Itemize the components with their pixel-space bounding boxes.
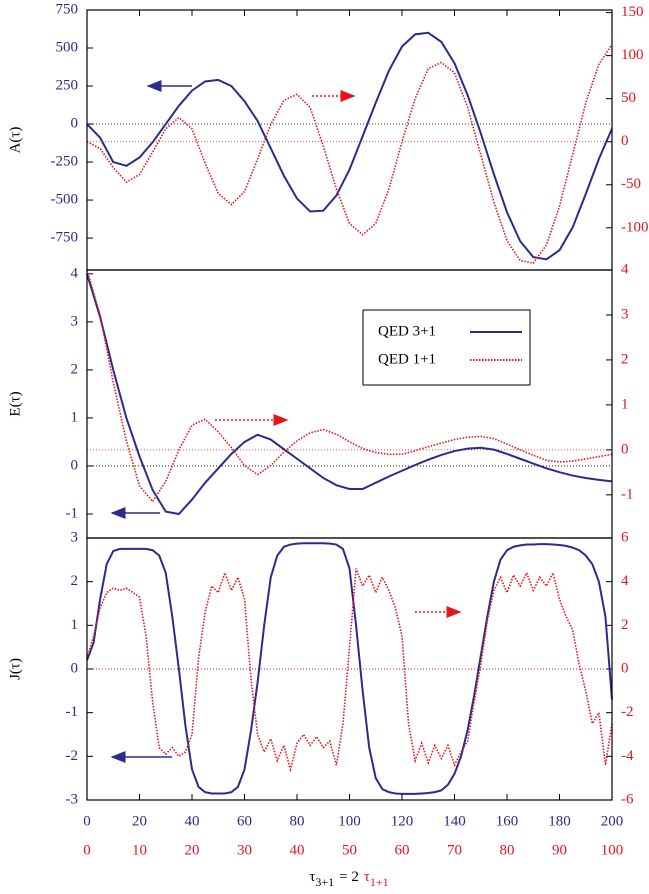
x-tick-label: 140 bbox=[443, 813, 466, 829]
y2-tick-label: 2 bbox=[621, 351, 629, 367]
y-tick-label: -1 bbox=[66, 704, 79, 720]
x-tick-label: 0 bbox=[83, 813, 91, 829]
y2-tick-label: 1 bbox=[621, 396, 629, 412]
y-axis-label: E(τ) bbox=[7, 391, 23, 416]
y-tick-label: 1 bbox=[71, 617, 79, 633]
x-tick-label: 20 bbox=[132, 813, 147, 829]
y2-tick-label: 2 bbox=[621, 617, 629, 633]
y2-tick-label: 4 bbox=[621, 261, 629, 277]
y2-tick-label: 0 bbox=[621, 133, 629, 149]
y2-tick-label: 100 bbox=[621, 47, 644, 63]
y-tick-label: -1 bbox=[66, 505, 79, 521]
y-tick-label: 0 bbox=[71, 457, 79, 473]
panel-frame bbox=[86, 9, 613, 271]
x2-tick-label: 0 bbox=[83, 842, 91, 858]
y-tick-label: 0 bbox=[71, 115, 79, 131]
y2-tick-label: 4 bbox=[621, 573, 629, 589]
x-tick-label: 80 bbox=[290, 813, 305, 829]
y-tick-label: -2 bbox=[66, 748, 79, 764]
y-axis-label: J(τ) bbox=[7, 658, 23, 680]
data-line bbox=[86, 31, 613, 261]
y-tick-label: 2 bbox=[71, 573, 79, 589]
x2-tick-label: 30 bbox=[237, 842, 252, 858]
y-axis-label: A(τ) bbox=[7, 127, 23, 154]
x-label-main: τ bbox=[309, 869, 315, 885]
y-tick-label: 2 bbox=[71, 361, 79, 377]
x-tick-label: 160 bbox=[496, 813, 519, 829]
legend-label: QED 3+1 bbox=[378, 323, 436, 339]
x2-tick-label: 70 bbox=[447, 842, 462, 858]
data-line bbox=[86, 273, 613, 516]
y2-tick-label: -1 bbox=[621, 486, 634, 502]
x-tick-label: 40 bbox=[185, 813, 200, 829]
y2-tick-label: 3 bbox=[621, 306, 629, 322]
x-label-main-sub: 3+1 bbox=[315, 875, 334, 889]
x-label-twin: τ bbox=[364, 869, 370, 885]
x2-tick-label: 50 bbox=[342, 842, 357, 858]
y-tick-label: -750 bbox=[51, 230, 79, 246]
x-tick-label: 180 bbox=[548, 813, 571, 829]
y-tick-label: 750 bbox=[56, 1, 79, 17]
y2-tick-label: 6 bbox=[621, 529, 629, 545]
x2-tick-label: 60 bbox=[395, 842, 410, 858]
x-tick-label: 120 bbox=[391, 813, 414, 829]
y-tick-label: 500 bbox=[56, 39, 79, 55]
y2-tick-label: 150 bbox=[621, 4, 644, 20]
data-line bbox=[86, 542, 613, 795]
legend-label: QED 1+1 bbox=[378, 351, 436, 367]
y-tick-label: 0 bbox=[71, 660, 79, 676]
y2-tick-label: -4 bbox=[621, 748, 634, 764]
data-line bbox=[86, 43, 613, 264]
x2-tick-label: 40 bbox=[290, 842, 305, 858]
y-tick-label: 3 bbox=[71, 313, 79, 329]
y-tick-label: 1 bbox=[71, 409, 79, 425]
x-label-link: = 2 bbox=[339, 869, 359, 885]
x-axis-label: τ3+1 = 2 τ1+1 bbox=[309, 869, 388, 888]
y-tick-label: 4 bbox=[71, 265, 79, 281]
data-line bbox=[86, 269, 613, 503]
x2-tick-label: 20 bbox=[185, 842, 200, 858]
y2-tick-label: -50 bbox=[621, 176, 641, 192]
x-tick-label: 100 bbox=[338, 813, 361, 829]
y-tick-label: -500 bbox=[51, 191, 79, 207]
panel-frame bbox=[86, 269, 613, 539]
x-tick-label: 60 bbox=[237, 813, 252, 829]
x2-tick-label: 100 bbox=[601, 842, 624, 858]
y-tick-label: -3 bbox=[66, 791, 79, 807]
x2-tick-label: 10 bbox=[132, 842, 147, 858]
y2-tick-label: -100 bbox=[621, 219, 649, 235]
legend-box bbox=[362, 309, 531, 386]
x2-tick-label: 90 bbox=[552, 842, 567, 858]
y2-tick-label: 0 bbox=[621, 441, 629, 457]
y2-tick-label: -2 bbox=[621, 704, 634, 720]
x2-tick-label: 80 bbox=[500, 842, 515, 858]
y-tick-label: -250 bbox=[51, 153, 79, 169]
y2-tick-label: -6 bbox=[621, 791, 634, 807]
y2-tick-label: 50 bbox=[621, 90, 636, 106]
x-tick-label: 200 bbox=[601, 813, 624, 829]
y2-tick-label: 0 bbox=[621, 660, 629, 676]
y-tick-label: 3 bbox=[71, 529, 79, 545]
y-tick-label: 250 bbox=[56, 77, 79, 93]
x-label-twin-sub: 1+1 bbox=[370, 875, 389, 889]
data-line bbox=[86, 568, 613, 773]
